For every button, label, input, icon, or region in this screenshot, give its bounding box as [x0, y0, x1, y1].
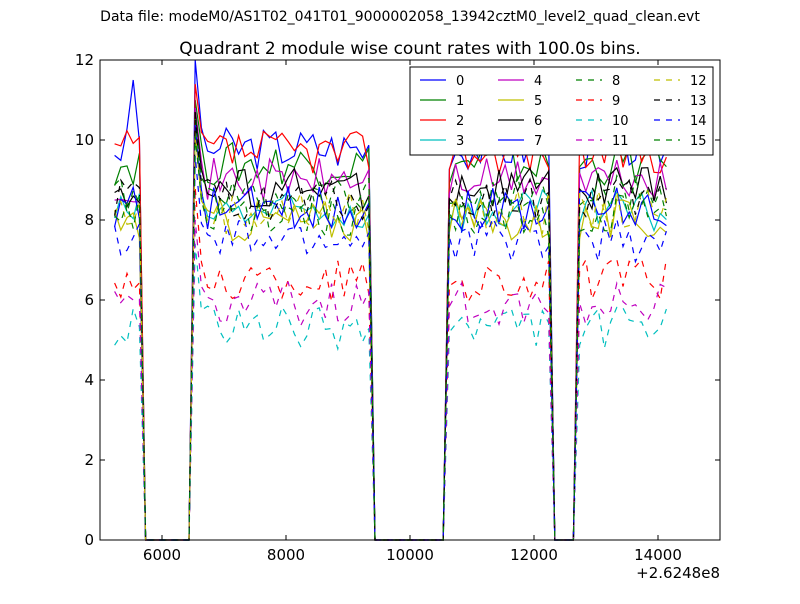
y-tick-label: 12: [75, 51, 94, 69]
legend-label: 7: [534, 134, 542, 149]
x-tick-label: 6000: [143, 546, 181, 564]
legend-label: 14: [690, 114, 707, 129]
series-line-13: [114, 119, 667, 541]
legend-label: 1: [456, 94, 464, 109]
y-tick-label: 10: [75, 131, 94, 149]
x-tick-label: 10000: [386, 546, 434, 564]
legend-label: 5: [534, 94, 542, 109]
series-line-15: [114, 135, 667, 541]
legend-label: 6: [534, 114, 542, 129]
legend-label: 9: [612, 94, 620, 109]
legend-label: 3: [456, 134, 464, 149]
legend-label: 4: [534, 74, 542, 89]
y-tick-label: 8: [84, 211, 94, 229]
legend-label: 11: [612, 134, 629, 149]
legend-label: 0: [456, 74, 464, 89]
x-offset-label: +2.6248e8: [636, 564, 720, 582]
legend-label: 13: [690, 94, 707, 109]
legend-label: 15: [690, 134, 707, 149]
figure-suptitle: Data file: modeM0/AS1T02_041T01_90000020…: [100, 9, 700, 25]
series-line-4: [114, 107, 667, 541]
x-axis: 6000 8000 10000 12000 14000: [143, 60, 682, 564]
chart-title: Quadrant 2 module wise count rates with …: [179, 39, 640, 59]
legend-label: 10: [612, 114, 629, 129]
y-tick-label: 0: [84, 531, 94, 549]
series-line-1: [114, 99, 667, 541]
y-tick-label: 4: [84, 371, 94, 389]
series-line-10: [114, 243, 667, 541]
y-tick-label: 2: [84, 451, 94, 469]
legend-label: 8: [612, 74, 620, 89]
x-tick-label: 14000: [634, 546, 682, 564]
legend-box: [409, 66, 714, 156]
y-tick-label: 6: [84, 291, 94, 309]
x-tick-label: 12000: [510, 546, 558, 564]
x-tick-label: 8000: [267, 546, 305, 564]
legend-label: 2: [456, 114, 464, 129]
legend-label: 12: [690, 74, 707, 89]
